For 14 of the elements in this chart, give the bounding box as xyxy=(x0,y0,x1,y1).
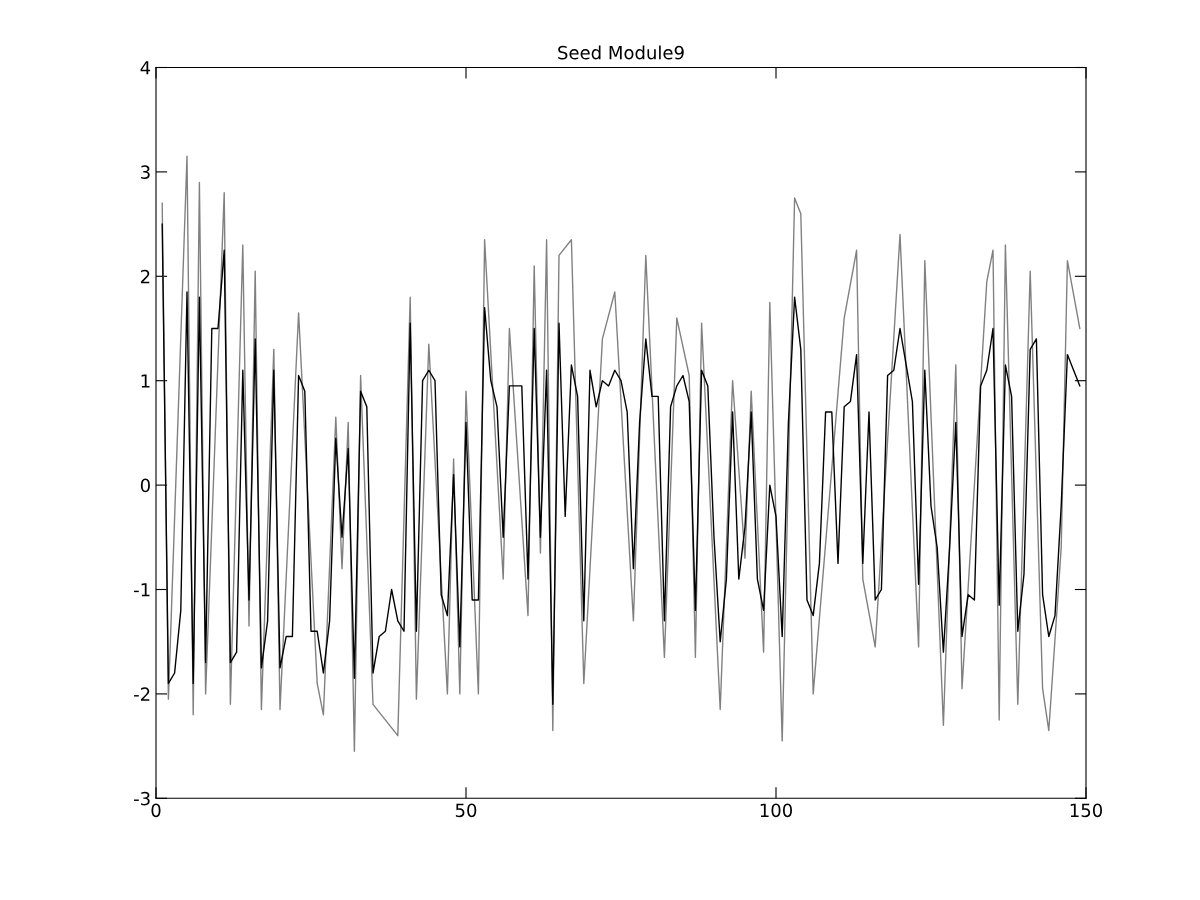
x-tick-label: 100 xyxy=(760,803,793,818)
y-tick-label: -3 xyxy=(134,791,150,806)
y-tick-label: 4 xyxy=(140,61,151,75)
y-tick-label: 1 xyxy=(141,374,150,388)
y-tick-label: -1 xyxy=(134,583,150,597)
x-tick-label: 0 xyxy=(151,803,161,818)
y-tick-label: 0 xyxy=(140,478,150,493)
x-tick-label: 50 xyxy=(455,803,477,818)
y-tick-label: 2 xyxy=(140,269,150,284)
line-series xyxy=(161,223,1081,706)
chart-title: Seed Module9 xyxy=(558,45,684,60)
x-tick-label: 150 xyxy=(1070,803,1103,818)
y-tick-label: -2 xyxy=(134,687,150,701)
y-tick-label: 3 xyxy=(141,165,150,180)
